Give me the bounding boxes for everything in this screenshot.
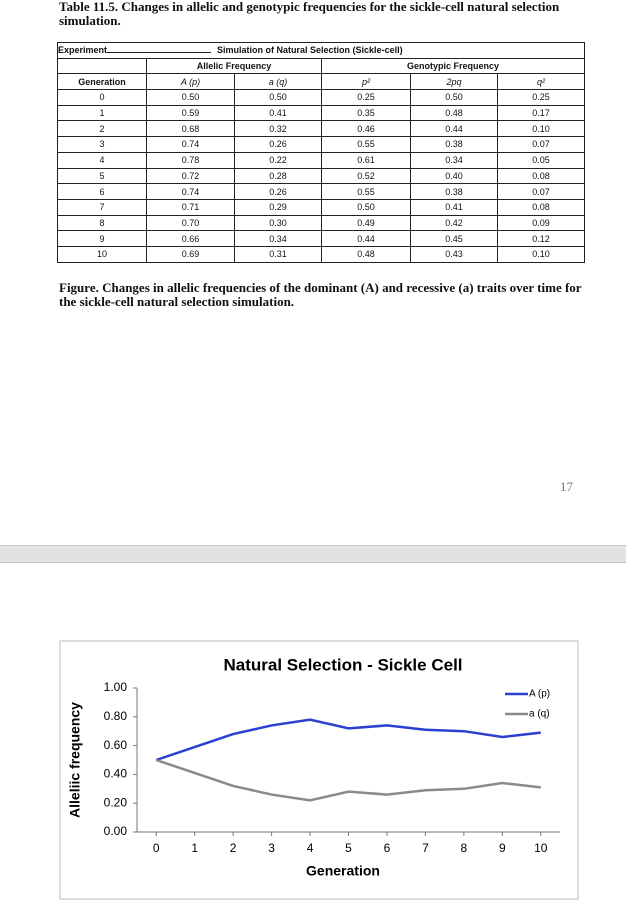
- experiment-title: Simulation of Natural Selection (Sickle-…: [217, 45, 403, 56]
- x-tick-label: 1: [191, 841, 198, 855]
- x-axis-label: Generation: [306, 863, 380, 879]
- legend-label: A (p): [529, 689, 550, 700]
- chart-frame: [59, 640, 579, 900]
- table-caption: Table 11.5. Changes in allelic and genot…: [59, 0, 560, 28]
- blank-line: [107, 52, 212, 54]
- data-table: Experiment Simulation of Natural Selectio…: [57, 42, 585, 263]
- x-tick-label: 10: [534, 841, 548, 855]
- x-tick-label: 9: [499, 841, 506, 855]
- page-number: 17: [560, 479, 573, 494]
- y-tick-label: 0.60: [104, 738, 128, 752]
- table-cell: 0.10: [497, 245, 585, 263]
- table-row: 6 0.74 0.26 0.55 0.38 0.07: [57, 183, 585, 200]
- x-tick-label: 7: [422, 841, 429, 855]
- table-row: 8 0.70 0.30 0.49 0.42 0.09: [57, 214, 585, 232]
- chart-title: Natural Selection - Sickle Cell: [223, 655, 462, 674]
- table-row: 10 0.69 0.31 0.48 0.43 0.10: [57, 245, 585, 263]
- x-tick-label: 6: [384, 841, 391, 855]
- y-tick-label: 1.00: [104, 680, 128, 694]
- experiment-label: Experiment: [58, 45, 108, 56]
- x-tick-label: 0: [153, 841, 160, 855]
- x-tick-label: 2: [230, 841, 237, 855]
- page-separator: [0, 545, 626, 563]
- y-tick-label: 0.40: [104, 767, 128, 781]
- x-tick-label: 3: [268, 841, 275, 855]
- y-tick-label: 0.00: [104, 824, 128, 838]
- table-row: 4 0.78 0.22 0.61 0.34 0.05: [57, 151, 585, 169]
- x-tick-label: 8: [461, 841, 468, 855]
- series-line: [155, 758, 541, 802]
- x-tick-label: 5: [345, 841, 352, 855]
- table-row: 3 0.74 0.26 0.55 0.38 0.07: [57, 136, 585, 153]
- series-line: [155, 718, 541, 762]
- y-tick-label: 0.20: [104, 795, 128, 809]
- legend-label: a (q): [529, 709, 550, 720]
- figure-caption: Figure. Changes in allelic frequencies o…: [59, 280, 582, 309]
- y-tick-label: 0.80: [104, 709, 128, 723]
- table-row: 2 0.68 0.32 0.46 0.44 0.10: [57, 120, 585, 138]
- y-axis-label: Alleliic frequency: [67, 702, 83, 818]
- x-tick-label: 4: [307, 841, 314, 855]
